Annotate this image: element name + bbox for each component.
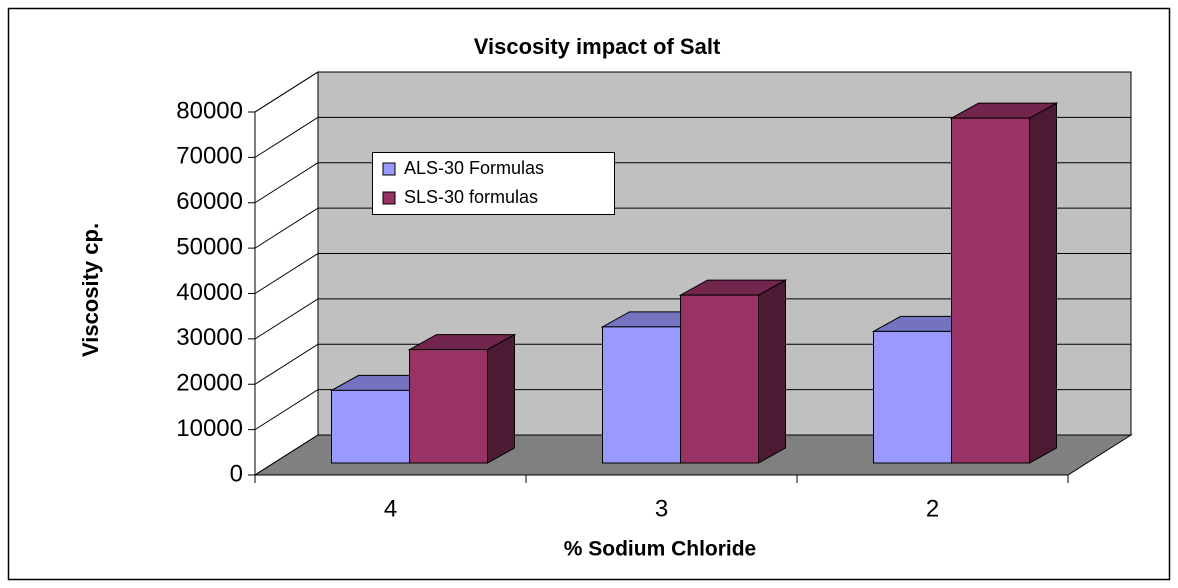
y-tick-label: 50000 xyxy=(176,233,243,260)
legend: ALS-30 Formulas SLS-30 formulas xyxy=(372,152,615,215)
grid-line xyxy=(254,207,1131,249)
y-tick-label: 20000 xyxy=(176,370,243,397)
y-tick-label: 10000 xyxy=(176,415,243,442)
grid-line xyxy=(254,298,1131,340)
y-tick-label: 0 xyxy=(230,460,243,487)
bar-side xyxy=(487,333,515,464)
grid-line xyxy=(254,389,1131,431)
bar-front xyxy=(409,349,488,464)
bar-front xyxy=(873,330,952,464)
y-tick-label: 40000 xyxy=(176,279,243,306)
x-axis-label: % Sodium Chloride xyxy=(564,538,757,561)
grid-line xyxy=(254,253,1131,294)
y-tick-label: 80000 xyxy=(176,97,243,124)
grid-line xyxy=(254,162,1131,204)
bar-front xyxy=(602,326,681,464)
chart-title: Viscosity impact of Salt xyxy=(474,34,721,59)
bar-front xyxy=(951,117,1030,464)
legend-swatch xyxy=(382,162,396,176)
y-tick-label: 70000 xyxy=(176,143,243,170)
bar xyxy=(407,333,517,464)
x-tick-label: 4 xyxy=(384,495,397,522)
bar xyxy=(678,279,788,464)
bar-side xyxy=(758,279,786,464)
bar-front xyxy=(680,294,759,464)
grid-line xyxy=(254,71,1131,113)
bar-side xyxy=(1029,102,1057,464)
bar xyxy=(949,102,1059,464)
x-tick-label: 3 xyxy=(655,495,668,522)
legend-box xyxy=(372,152,615,215)
legend-swatch xyxy=(382,191,396,205)
grid-line xyxy=(254,343,1131,385)
y-tick-label: 30000 xyxy=(176,324,243,351)
y-axis-label: Viscosity cp. xyxy=(78,223,103,357)
legend-label: ALS-30 Formulas xyxy=(404,158,544,178)
legend-label: SLS-30 formulas xyxy=(404,187,538,207)
x-tick-label: 2 xyxy=(926,495,939,522)
bar-front xyxy=(331,389,410,464)
grid-line xyxy=(254,116,1131,158)
y-tick-label: 60000 xyxy=(176,188,243,215)
